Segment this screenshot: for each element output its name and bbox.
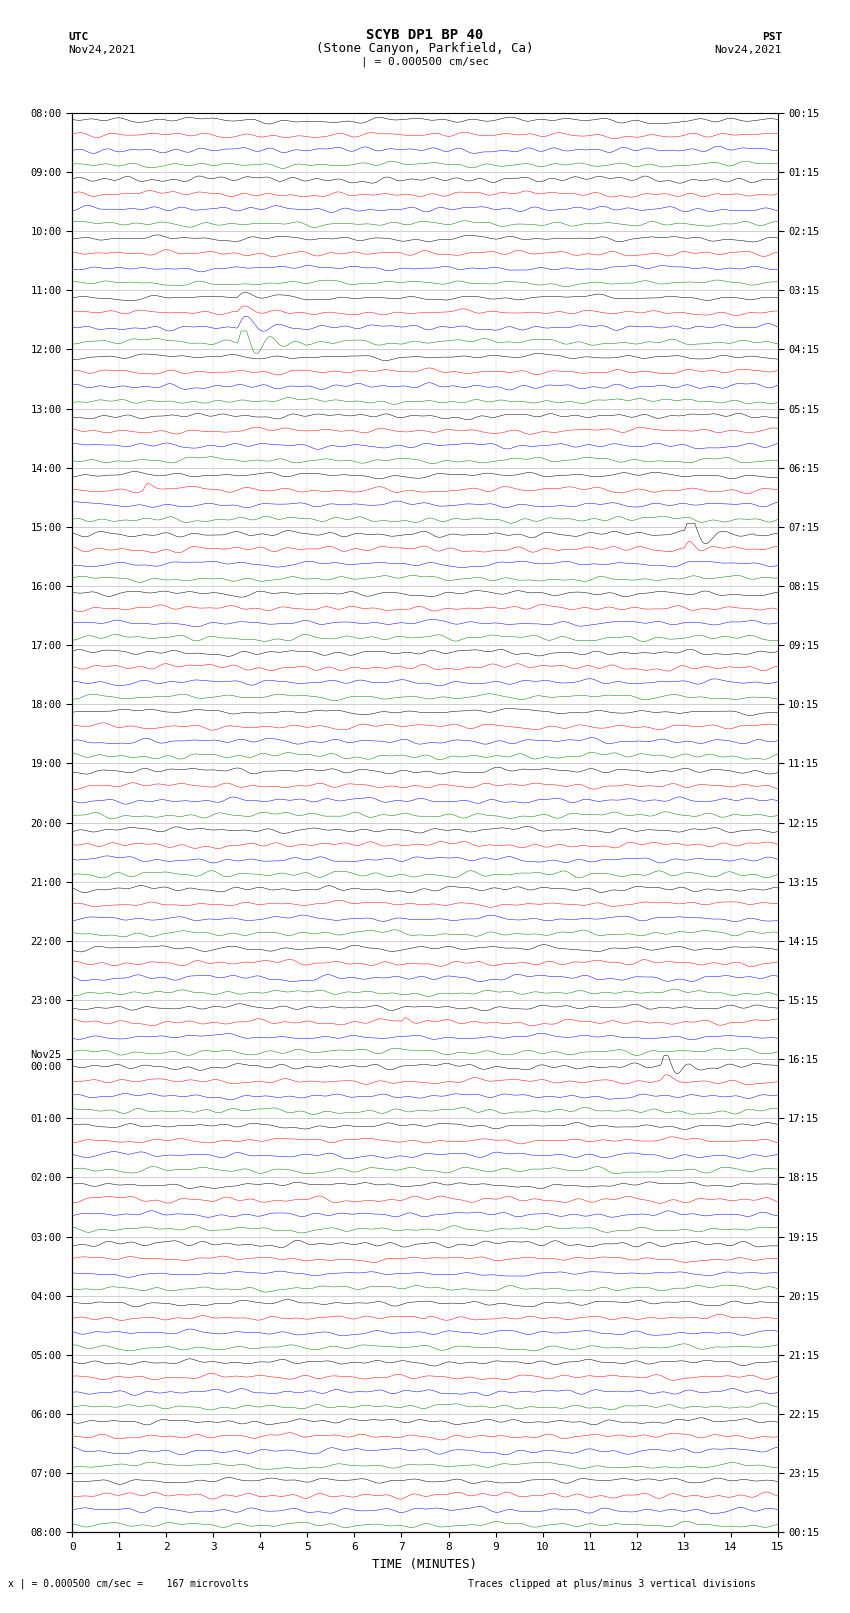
Text: SCYB DP1 BP 40: SCYB DP1 BP 40 [366,29,484,42]
Text: UTC: UTC [68,32,88,42]
Text: Nov24,2021: Nov24,2021 [715,45,782,55]
Text: Nov24,2021: Nov24,2021 [68,45,135,55]
Text: | = 0.000500 cm/sec: | = 0.000500 cm/sec [361,56,489,66]
Text: x | = 0.000500 cm/sec =    167 microvolts: x | = 0.000500 cm/sec = 167 microvolts [8,1579,249,1589]
X-axis label: TIME (MINUTES): TIME (MINUTES) [372,1558,478,1571]
Text: PST: PST [762,32,782,42]
Text: Traces clipped at plus/minus 3 vertical divisions: Traces clipped at plus/minus 3 vertical … [468,1579,756,1589]
Text: (Stone Canyon, Parkfield, Ca): (Stone Canyon, Parkfield, Ca) [316,42,534,55]
